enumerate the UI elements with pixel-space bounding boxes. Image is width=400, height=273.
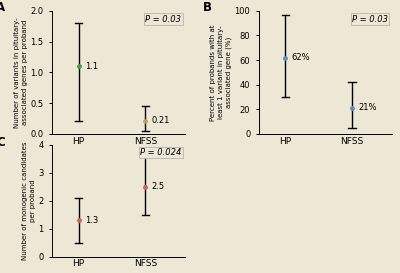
Text: P = 0.03: P = 0.03 xyxy=(145,14,181,23)
Text: 21%: 21% xyxy=(358,103,376,112)
Text: 62%: 62% xyxy=(291,53,310,62)
Text: 1.3: 1.3 xyxy=(85,216,98,225)
Y-axis label: Number of variants in pituitary-
associated genes per proband: Number of variants in pituitary- associa… xyxy=(14,17,28,128)
Text: 1.1: 1.1 xyxy=(85,62,98,71)
Text: 2.5: 2.5 xyxy=(151,182,164,191)
Text: 0.21: 0.21 xyxy=(151,116,170,125)
Y-axis label: Percent of probands with at
least 1 variant in pituitary-
associated gene (%): Percent of probands with at least 1 vari… xyxy=(210,24,232,121)
Y-axis label: Number of monogenic candidates
per proband: Number of monogenic candidates per proba… xyxy=(22,141,36,260)
Text: P = 0.024: P = 0.024 xyxy=(140,148,181,157)
Text: B: B xyxy=(203,1,212,14)
Text: A: A xyxy=(0,1,5,14)
Text: C: C xyxy=(0,136,5,149)
Text: P = 0.03: P = 0.03 xyxy=(352,14,388,23)
